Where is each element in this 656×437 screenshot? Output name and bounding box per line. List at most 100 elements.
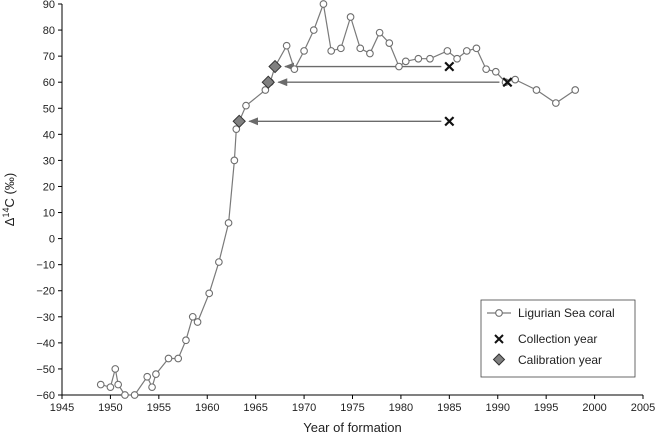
x-tick-label: 1990 bbox=[486, 402, 510, 414]
markers-layer bbox=[232, 59, 513, 129]
x-tick-label: 1950 bbox=[98, 402, 122, 414]
coral-data-point bbox=[282, 41, 291, 50]
y-tick-label: 20 bbox=[43, 181, 55, 193]
x-axis-title: Year of formation bbox=[303, 420, 402, 435]
calibration-year-marker bbox=[232, 114, 246, 129]
coral-data-point bbox=[224, 219, 233, 227]
coral-data-point bbox=[121, 391, 129, 399]
y-tick-label: 30 bbox=[43, 155, 55, 167]
coral-data-point bbox=[395, 62, 403, 71]
x-tick-label: 1960 bbox=[195, 402, 219, 414]
y-tick-label: −30 bbox=[36, 312, 55, 324]
arrows-layer bbox=[248, 62, 500, 126]
legend-label-coral: Ligurian Sea coral bbox=[518, 306, 615, 320]
coral-data-point bbox=[356, 44, 365, 53]
y-tick-label: 0 bbox=[49, 234, 55, 246]
y-tick-label: 60 bbox=[43, 77, 55, 89]
coral-data-point bbox=[96, 380, 105, 389]
y-tick-label: 70 bbox=[43, 51, 55, 63]
coral-data-point bbox=[193, 318, 202, 326]
axes-layer: 1945 1950 1955 1960 1965 1970 1975 1980 1985 1990… bbox=[36, 0, 655, 414]
y-tick-label: −10 bbox=[36, 260, 55, 272]
y-tick-label: −60 bbox=[36, 390, 55, 402]
coral-data-point bbox=[482, 65, 490, 74]
x-tick-label: 1985 bbox=[437, 402, 461, 414]
coral-data-point bbox=[366, 49, 374, 58]
y-axis-title-sup: 14 bbox=[1, 207, 11, 217]
coral-data-point bbox=[242, 101, 250, 110]
coral-data-point bbox=[309, 26, 318, 34]
x-tick-label: 1970 bbox=[292, 402, 316, 414]
coral-data-point bbox=[215, 258, 223, 266]
x-tick-label: 1975 bbox=[340, 402, 364, 414]
x-tick-label: 2005 bbox=[631, 402, 655, 414]
legend-item-collection: Collection year bbox=[494, 332, 597, 346]
y-tick-label: 90 bbox=[43, 0, 55, 11]
collection-year-marker bbox=[444, 61, 455, 72]
y-tick-label: 50 bbox=[43, 103, 55, 115]
coral-data-point bbox=[106, 383, 115, 392]
x-tick-label: 1980 bbox=[389, 402, 413, 414]
coral-data-point bbox=[130, 391, 139, 399]
legend-x-marker bbox=[494, 334, 504, 344]
y-tick-label: −40 bbox=[36, 338, 55, 350]
coral-data-point bbox=[472, 44, 481, 53]
coral-data-point bbox=[230, 156, 239, 165]
coral-data-point bbox=[300, 47, 308, 55]
coral-data-point bbox=[453, 54, 461, 63]
y-tick-label: 10 bbox=[43, 208, 55, 220]
coral-data-point bbox=[143, 372, 152, 381]
legend-label-calibration: Calibration year bbox=[518, 353, 602, 367]
coral-data-point bbox=[114, 380, 123, 389]
y-tick-label: −20 bbox=[36, 286, 55, 298]
coral-data-point bbox=[232, 125, 241, 133]
coral-data-point bbox=[385, 39, 394, 47]
coral-data-point bbox=[491, 67, 500, 76]
coral-data-point bbox=[148, 383, 156, 392]
coral-data-point bbox=[174, 354, 183, 363]
coral-data-point bbox=[152, 370, 160, 378]
legend: Ligurian Sea coral Collection year Calib… bbox=[480, 299, 636, 378]
y-tick-label: 80 bbox=[43, 25, 55, 37]
x-tick-label: 1955 bbox=[147, 402, 171, 414]
collection-year-marker bbox=[502, 77, 513, 88]
coral-data-point bbox=[426, 54, 434, 63]
coral-data-point bbox=[571, 86, 580, 94]
coral-data-point bbox=[111, 365, 120, 373]
y-tick-label: 40 bbox=[43, 129, 55, 141]
y-axis-title: Δ14C (‰) bbox=[1, 173, 17, 226]
coral-data-point bbox=[290, 65, 299, 74]
x-tick-label: 1965 bbox=[243, 402, 267, 414]
coral-data-point bbox=[319, 0, 328, 8]
coral-data-point bbox=[261, 86, 270, 94]
calibration-year-marker bbox=[261, 75, 275, 89]
calibration-year-marker bbox=[268, 59, 282, 74]
legend-item-coral: Ligurian Sea coral bbox=[487, 306, 615, 320]
coral-data-point bbox=[443, 47, 452, 55]
coral-data-point bbox=[205, 289, 214, 298]
coral-data-point bbox=[188, 312, 197, 321]
legend-label-collection: Collection year bbox=[518, 332, 597, 346]
coral-data-point bbox=[327, 47, 336, 55]
coral-data-point bbox=[346, 13, 355, 21]
legend-circle-marker bbox=[495, 309, 503, 317]
coral-data-point bbox=[164, 354, 173, 363]
coral-data-point bbox=[414, 54, 423, 63]
legend-diamond-marker bbox=[492, 353, 506, 366]
y-tick-label: −50 bbox=[36, 364, 55, 376]
coral-data-point bbox=[551, 99, 560, 107]
x-tick-label: 1995 bbox=[534, 402, 558, 414]
y-axis-title-rest: C (‰) bbox=[2, 173, 17, 208]
y-axis-title-delta: Δ bbox=[2, 217, 17, 226]
x-tick-label: 1945 bbox=[50, 402, 74, 414]
collection-year-marker bbox=[444, 116, 455, 127]
coral-data-point bbox=[375, 28, 384, 37]
coral-data-point bbox=[337, 44, 345, 53]
coral-data-point bbox=[401, 57, 410, 66]
coral-data-point bbox=[511, 75, 520, 84]
x-tick-label: 2000 bbox=[582, 402, 606, 414]
legend-item-calibration: Calibration year bbox=[492, 353, 602, 367]
coral-data-point bbox=[182, 336, 190, 345]
coral-data-point bbox=[462, 47, 471, 55]
